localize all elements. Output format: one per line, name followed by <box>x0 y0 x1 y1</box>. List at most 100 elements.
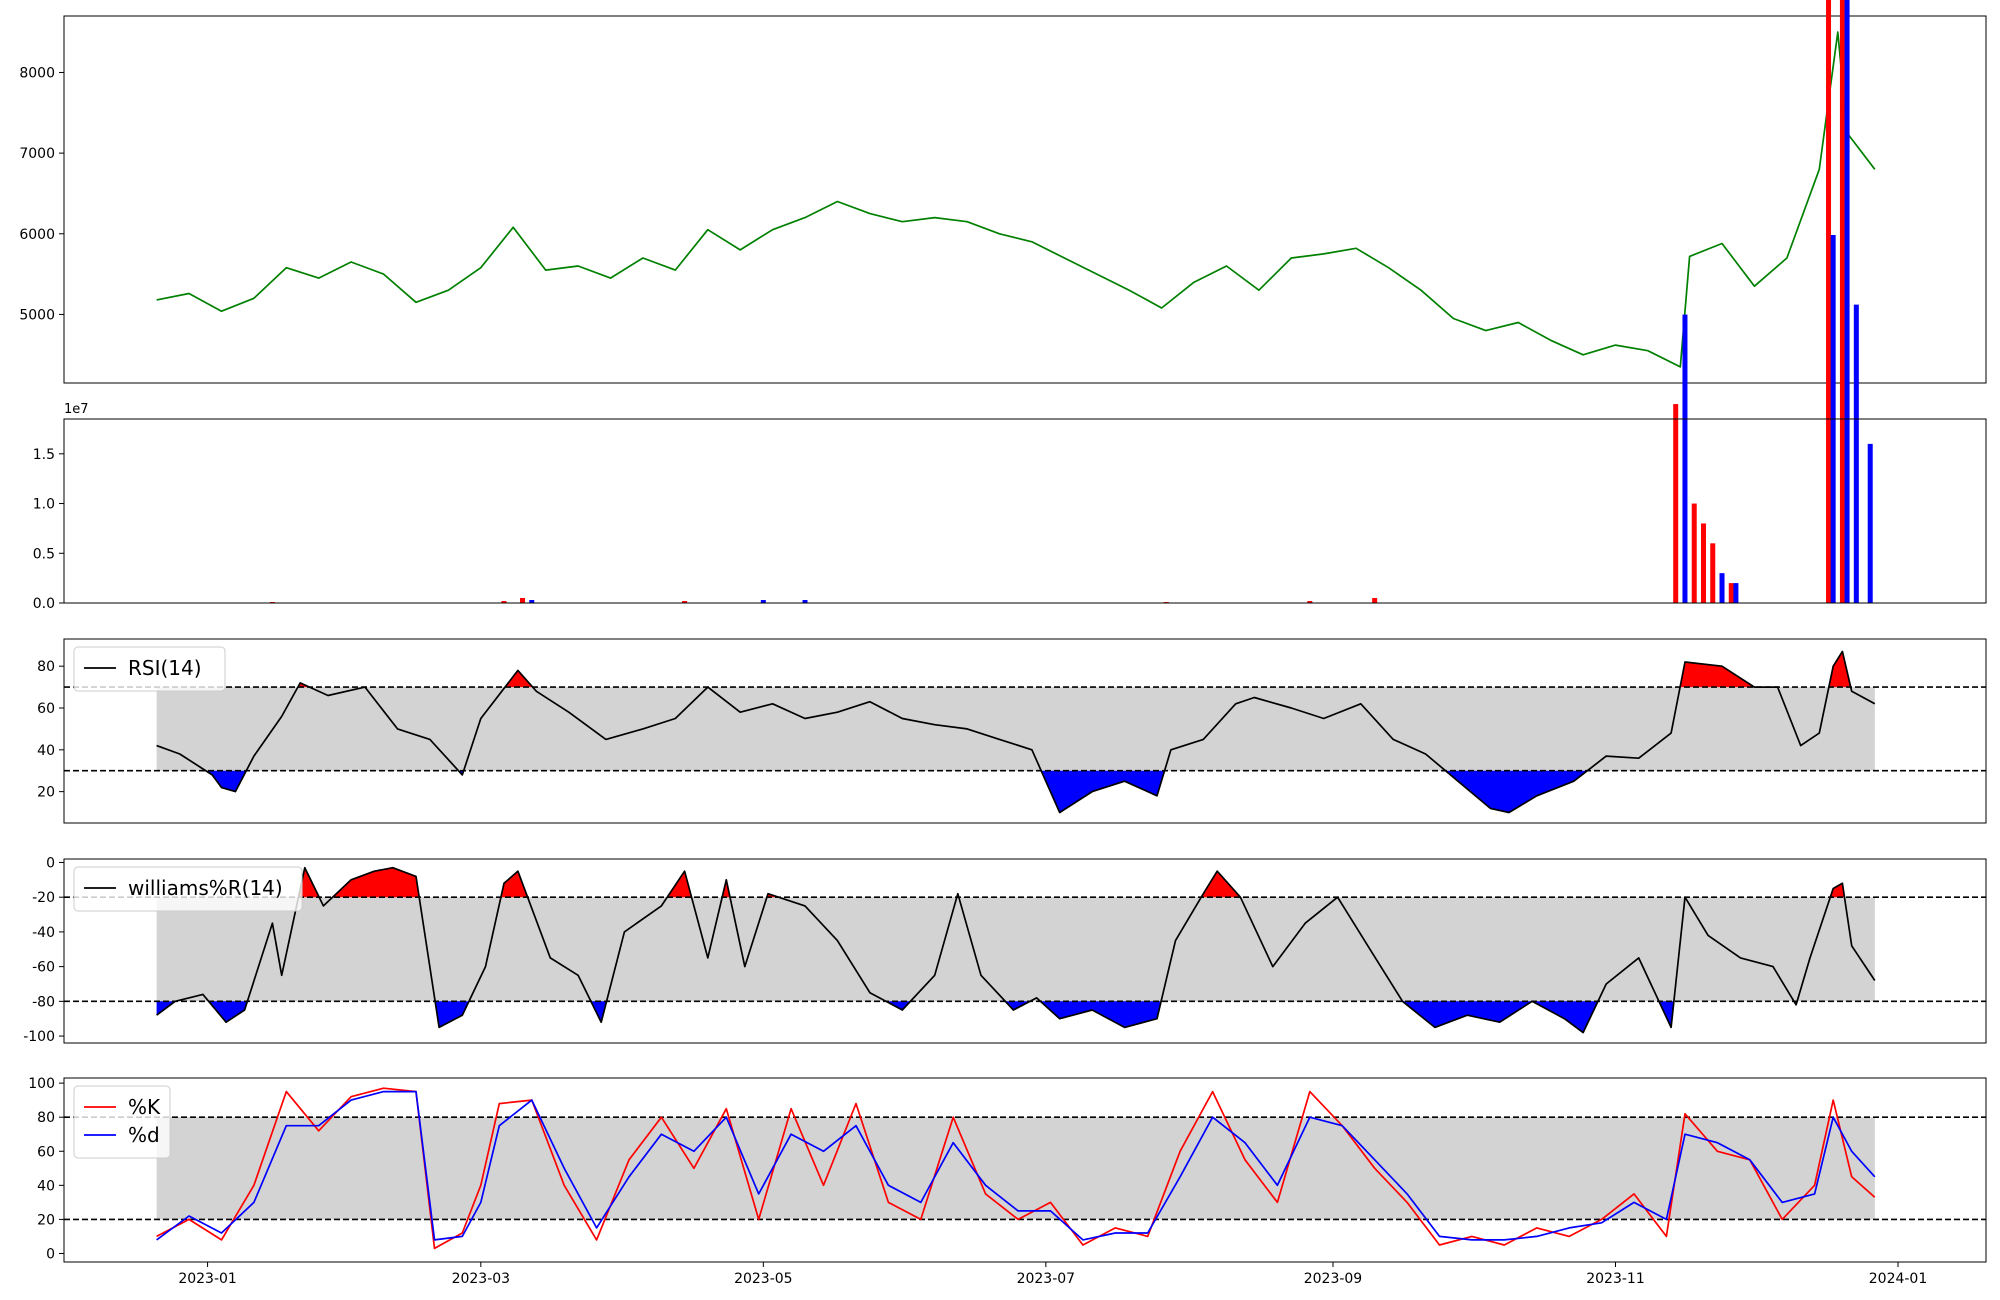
y-tick-label: 80 <box>37 659 55 675</box>
oversold-fill <box>208 1001 248 1023</box>
y-tick-label: -100 <box>23 1029 55 1045</box>
oversold-fill <box>1532 1001 1598 1033</box>
oversold-fill <box>590 1001 607 1023</box>
oversold-fill <box>205 770 247 792</box>
legend-label: williams%R(14) <box>128 876 283 900</box>
rsi-panel: 20 40 60 80 RSI(14) <box>37 638 1987 824</box>
y-tick-label: 20 <box>37 1212 55 1228</box>
series-line-1 <box>156 1087 1876 1250</box>
volume-bar <box>1719 573 1725 603</box>
y-tick-label: 20 <box>37 785 55 801</box>
legend-frame <box>73 866 303 912</box>
volume-bar <box>802 600 808 603</box>
volume-bar <box>529 600 535 603</box>
volume-bar <box>1673 404 1679 603</box>
x-tick-label: 2023-01 <box>178 1271 237 1287</box>
x-tick-label: 2023-07 <box>1017 1271 1076 1287</box>
legend-label: RSI(14) <box>128 656 202 680</box>
volume-bar <box>1372 598 1378 603</box>
legend-frame <box>73 1085 171 1159</box>
date-axis: 2023-01 2023-03 2023-05 2023-07 2023-09 2023-… <box>178 1262 1927 1287</box>
volume-bar <box>1867 443 1873 603</box>
plot-frame <box>63 1077 1987 1263</box>
overbought-fill <box>505 670 533 688</box>
williams-r-panel: 0 -20 -40 -60 -80 -100 williams%R(14) <box>23 855 1987 1045</box>
legend-frame <box>73 646 226 692</box>
volume-bar <box>1853 304 1859 603</box>
x-tick-label: 2023-09 <box>1304 1271 1363 1287</box>
series-line-1 <box>156 650 1876 814</box>
volume-bar <box>1682 314 1688 603</box>
overbought-fill <box>722 879 730 898</box>
plot-frame <box>63 15 1987 384</box>
volume-bar <box>520 598 526 603</box>
band-fill <box>156 1117 1875 1220</box>
volume-bar <box>1826 0 1832 603</box>
oversold-fill <box>1445 770 1588 813</box>
oversold-fill <box>435 1001 469 1028</box>
volume-offset-label: 1e7 <box>64 402 89 417</box>
y-tick-label: 7000 <box>19 146 55 162</box>
legend-label: %K <box>128 1095 161 1119</box>
overbought-fill <box>332 867 420 898</box>
y-tick-label: 5000 <box>19 307 55 323</box>
legend: RSI(14) <box>73 646 226 692</box>
band-fill <box>156 897 1875 1002</box>
y-tick-label: 0.0 <box>33 596 55 612</box>
overbought-fill <box>667 871 692 898</box>
x-tick-label: 2024-01 <box>1869 1271 1928 1287</box>
y-tick-label: 100 <box>28 1076 55 1092</box>
y-tick-label: 60 <box>37 701 55 717</box>
volume-bar <box>682 601 688 603</box>
legend-label: %d <box>128 1123 160 1147</box>
volume-bar <box>1691 503 1697 603</box>
overbought-fill <box>1201 871 1241 898</box>
volume-bar <box>1839 0 1845 603</box>
overbought-fill <box>1828 651 1851 688</box>
series-line-2 <box>156 1090 1876 1241</box>
y-tick-label: 0 <box>46 855 55 871</box>
volume-bar <box>760 600 766 603</box>
band-fill <box>156 687 1875 771</box>
oversold-fill <box>1402 1001 1533 1028</box>
y-tick-label: -80 <box>32 994 55 1010</box>
y-tick-label: 40 <box>37 743 55 759</box>
y-tick-label: 8000 <box>19 65 55 81</box>
plot-frame <box>63 418 1987 604</box>
y-tick-label: 6000 <box>19 227 55 243</box>
overbought-fill <box>500 871 528 898</box>
volume-bar <box>501 601 507 603</box>
y-tick-label: 40 <box>37 1178 55 1194</box>
legend: williams%R(14) <box>73 866 303 912</box>
y-tick-label: -40 <box>32 925 55 941</box>
volume-bar <box>1844 0 1850 603</box>
x-tick-label: 2023-03 <box>452 1271 511 1287</box>
y-tick-label: 1.5 <box>33 447 55 463</box>
y-tick-label: 0 <box>46 1246 55 1262</box>
price-line <box>156 31 1876 368</box>
volume-panel: 0.0 0.5 1.0 1.5 1e7 <box>33 0 1987 612</box>
x-tick-label: 2023-05 <box>734 1271 793 1287</box>
y-tick-label: 1.0 <box>33 497 55 513</box>
y-tick-label: -60 <box>32 960 55 976</box>
volume-bar <box>1728 583 1734 603</box>
volume-bar <box>1307 601 1313 603</box>
y-tick-label: 60 <box>37 1144 55 1160</box>
volume-bar <box>1710 543 1716 603</box>
stochastic-panel: 0 20 40 60 80 100 %K %d <box>28 1076 1987 1263</box>
legend: %K %d <box>73 1085 171 1159</box>
overbought-fill <box>1830 883 1845 898</box>
x-tick-label: 2023-11 <box>1586 1271 1645 1287</box>
volume-bar <box>1733 583 1739 603</box>
plot-frame <box>63 858 1987 1044</box>
y-tick-label: 0.5 <box>33 546 55 562</box>
price-panel: 5000 6000 7000 8000 <box>19 15 1987 384</box>
oversold-fill <box>1041 770 1165 813</box>
y-tick-label: 80 <box>37 1110 55 1126</box>
volume-bar <box>1700 523 1706 603</box>
overbought-fill <box>1680 662 1755 688</box>
oversold-fill <box>886 1001 911 1010</box>
series-line-1 <box>156 866 1876 1034</box>
y-tick-label: -20 <box>32 890 55 906</box>
